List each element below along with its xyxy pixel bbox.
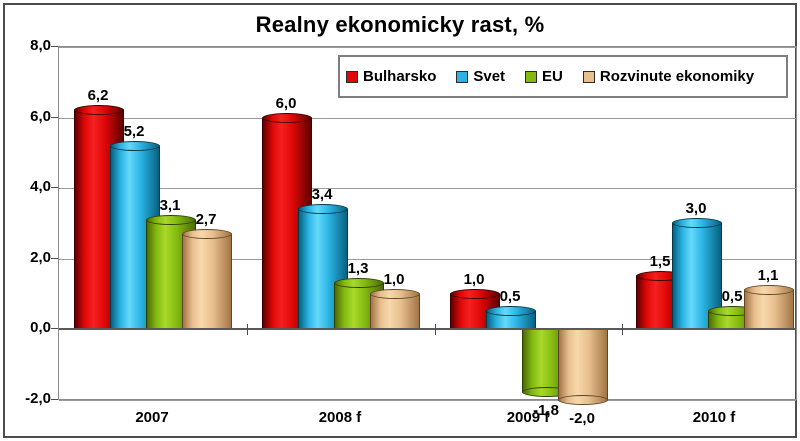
chart-title: Realny ekonomicky rast, % (255, 12, 545, 37)
value-label: -2,0 (569, 409, 595, 427)
y-axis-label: 8,0 (30, 37, 51, 54)
value-label: 3,1 (159, 196, 181, 214)
legend-label: Svet (473, 68, 506, 85)
legend-swatch-rozvinute-ekonomiky (582, 70, 595, 83)
bar-cap-bulharsko-2008-f (262, 112, 312, 123)
value-label: -1,8 (533, 402, 559, 420)
y-axis-label: 0,0 (30, 319, 51, 336)
y-axis-label: 6,0 (30, 108, 51, 125)
gridline (59, 47, 796, 48)
value-label: 0,5 (499, 288, 521, 306)
bar-cap-eu-2008-f (334, 278, 384, 289)
value-label: 1,3 (347, 260, 369, 278)
x-axis-tick (435, 324, 436, 335)
legend-label: Bulharsko (363, 68, 437, 85)
legend-item-svet: Svet (456, 68, 505, 85)
gridline (59, 400, 796, 401)
bar-cap-bulharsko-2007 (74, 105, 124, 116)
legend-item-rozvinute-ekonomiky: Rozvinute ekonomiky (582, 68, 755, 85)
x-axis-label: 2007 (135, 409, 169, 426)
bar-cap-svet-2008-f (298, 204, 348, 215)
value-label: 1,0 (383, 270, 405, 288)
value-label: 2,7 (195, 210, 217, 228)
legend-swatch-eu (525, 70, 538, 83)
x-axis-tick (247, 324, 248, 335)
bar-rozvinute-ekonomiky-2007 (182, 233, 232, 329)
y-axis-tick (51, 187, 58, 188)
y-axis-tick (51, 399, 58, 400)
y-axis-tick (51, 117, 58, 118)
x-axis-tick (622, 324, 623, 335)
value-label: 0,5 (721, 288, 743, 306)
x-axis-label: 2009 f (506, 409, 550, 426)
value-label: 3,4 (311, 186, 333, 204)
bar-cap-rozvinute-ekonomiky-2007 (182, 228, 232, 239)
legend: Bulharsko Svet EU Rozvinute ekonomiky (338, 55, 788, 98)
value-label: 5,2 (123, 122, 145, 140)
value-label: 1,5 (649, 253, 671, 271)
legend-swatch-svet (456, 70, 469, 83)
bar-cap-eu-2007 (146, 214, 196, 225)
y-axis-label: 4,0 (30, 178, 51, 195)
bar-cap-bulharsko-2009-f (450, 288, 500, 299)
value-label: 1,0 (463, 270, 485, 288)
value-label: 1,1 (757, 267, 779, 285)
bar-cap-rozvinute-ekonomiky-2009-f (558, 394, 608, 405)
legend-swatch-bulharsko (346, 70, 358, 83)
value-label: 6,0 (275, 94, 297, 112)
y-axis-label: 2,0 (30, 249, 51, 266)
bar-rozvinute-ekonomiky-2008-f (370, 293, 420, 329)
bar-cap-svet-2010-f (672, 218, 722, 229)
x-axis-label: 2010 f (692, 409, 736, 426)
legend-label: Rozvinute ekonomiky (599, 68, 755, 85)
value-label: 6,2 (87, 87, 109, 105)
y-axis-tick (51, 258, 58, 259)
x-axis-line (59, 328, 796, 330)
gridline (59, 188, 796, 189)
value-label: 3,0 (685, 200, 707, 218)
plot-area (58, 46, 797, 405)
bar-rozvinute-ekonomiky-2009-f (558, 329, 608, 400)
legend-item-bulharsko: Bulharsko (346, 68, 436, 85)
y-axis-tick (51, 328, 58, 329)
bar-cap-svet-2007 (110, 140, 160, 151)
gridline (59, 118, 796, 119)
bar-cap-svet-2009-f (486, 306, 536, 317)
y-axis-tick (51, 46, 58, 47)
x-axis-label: 2008 f (318, 409, 362, 426)
bar-cap-rozvinute-ekonomiky-2008-f (370, 288, 420, 299)
bar-rozvinute-ekonomiky-2010-f (744, 290, 794, 330)
legend-label: EU (542, 68, 563, 85)
legend-item-eu: EU (525, 68, 563, 85)
bar-cap-rozvinute-ekonomiky-2010-f (744, 285, 794, 296)
gridline (59, 259, 796, 260)
y-axis-label: -2,0 (25, 390, 51, 407)
